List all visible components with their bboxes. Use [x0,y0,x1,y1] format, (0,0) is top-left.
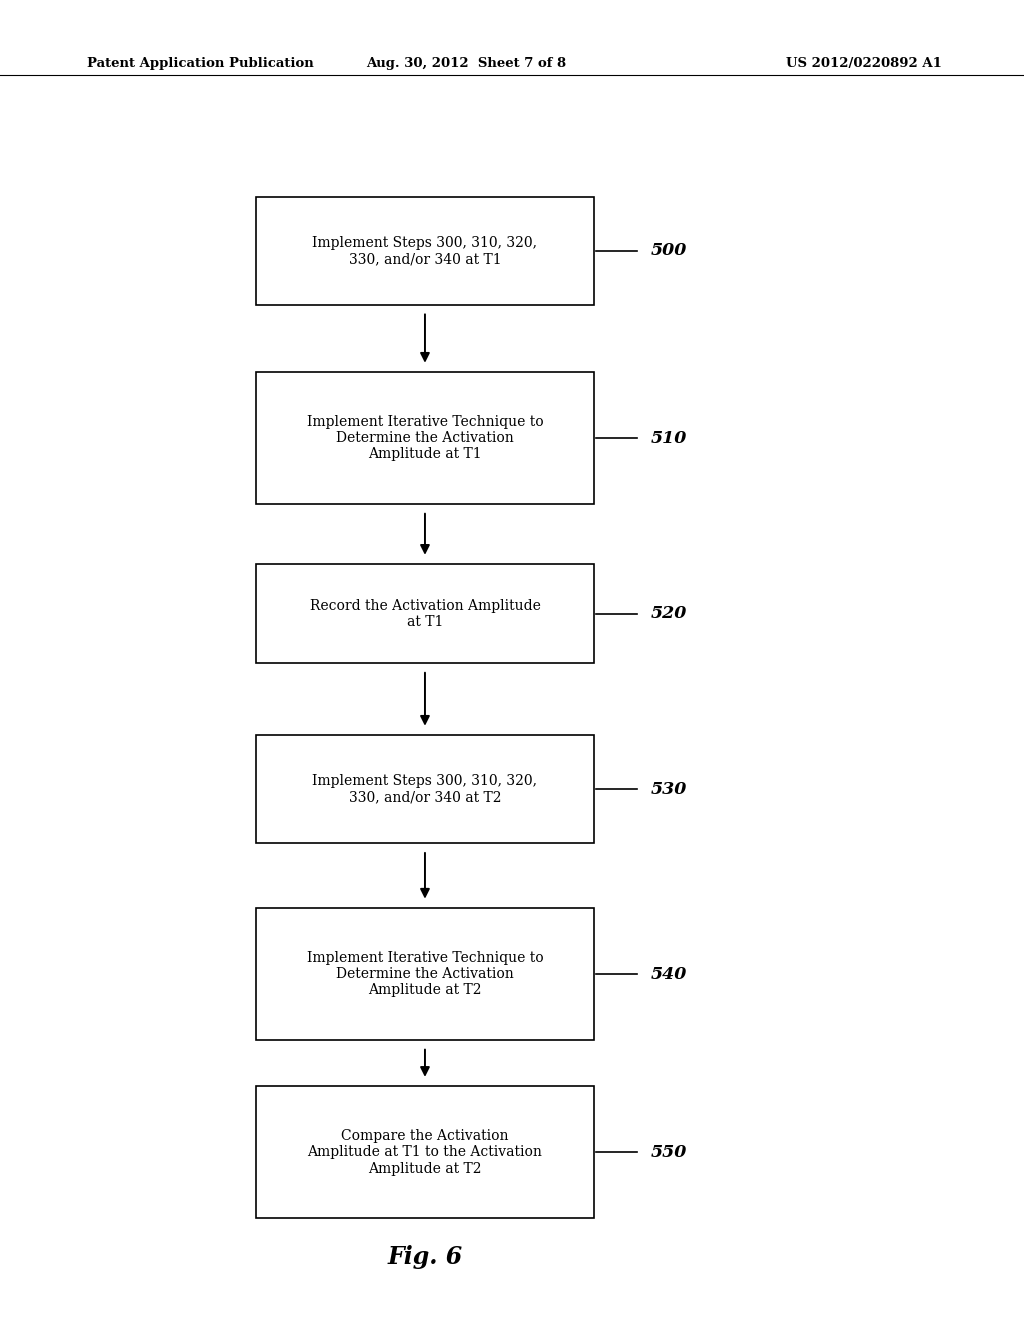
Text: Implement Iterative Technique to
Determine the Activation
Amplitude at T2: Implement Iterative Technique to Determi… [306,950,544,998]
Text: Record the Activation Amplitude
at T1: Record the Activation Amplitude at T1 [309,599,541,628]
Text: 530: 530 [650,781,687,797]
Bar [256,197,594,305]
Text: 500: 500 [650,243,687,259]
Text: 550: 550 [650,1144,687,1160]
Bar [256,908,594,1040]
Text: Implement Steps 300, 310, 320,
330, and/or 340 at T2: Implement Steps 300, 310, 320, 330, and/… [312,775,538,804]
Bar [256,1086,594,1218]
Text: 520: 520 [650,606,687,622]
Text: 510: 510 [650,430,687,446]
Bar [256,372,594,504]
Bar [256,735,594,843]
Text: Fig. 6: Fig. 6 [387,1245,463,1269]
Text: US 2012/0220892 A1: US 2012/0220892 A1 [786,57,942,70]
Text: Patent Application Publication: Patent Application Publication [87,57,313,70]
Text: 540: 540 [650,966,687,982]
Text: Aug. 30, 2012  Sheet 7 of 8: Aug. 30, 2012 Sheet 7 of 8 [366,57,566,70]
Text: Compare the Activation
Amplitude at T1 to the Activation
Amplitude at T2: Compare the Activation Amplitude at T1 t… [307,1129,543,1176]
Bar [256,565,594,663]
Text: Implement Steps 300, 310, 320,
330, and/or 340 at T1: Implement Steps 300, 310, 320, 330, and/… [312,236,538,265]
Text: Implement Iterative Technique to
Determine the Activation
Amplitude at T1: Implement Iterative Technique to Determi… [306,414,544,462]
